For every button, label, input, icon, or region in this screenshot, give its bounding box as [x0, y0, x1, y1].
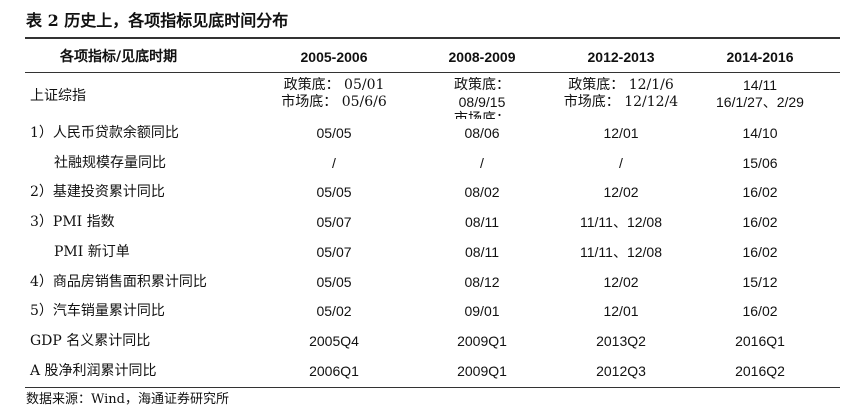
cell: 2016Q2 [735, 362, 785, 379]
cell: 2016Q1 [735, 332, 785, 349]
cell: 2006Q1 [309, 362, 359, 379]
header-cell: 2014-2016 [726, 49, 794, 65]
cell: 12/02 [603, 273, 639, 290]
cell: 05/02 [316, 303, 352, 320]
cell: 2009Q1 [457, 362, 507, 379]
cell: 12/01 [603, 125, 639, 141]
cell-line: 政策底： [454, 77, 510, 93]
rule [25, 72, 840, 73]
cell-line: 市场底： [454, 111, 510, 119]
cell-line: 14/11 [743, 77, 777, 93]
cell: 政策底： 12/1/6 市场底： 12/12/4 [564, 77, 678, 119]
cell-line: 政策底： 05/01 [283, 77, 385, 93]
cell: 11/11、12/08 [580, 243, 662, 260]
source: 数据来源：Wind，海通证券研究所 [26, 392, 229, 407]
row-label: 社融规模存量同比 [54, 154, 166, 171]
cell: 08/11 [465, 243, 499, 260]
cell: / [480, 154, 484, 171]
header-cell: 2008-2009 [448, 49, 516, 65]
cell: 05/07 [316, 243, 352, 260]
cell: 12/01 [603, 303, 639, 320]
cell: 08/12 [464, 273, 500, 290]
cell: 08/11 [465, 214, 499, 231]
row-label: 3）PMI 指数 [30, 214, 115, 231]
cell: 16/02 [742, 303, 778, 320]
cell: 16/02 [742, 214, 778, 231]
cell: 16/02 [742, 243, 778, 260]
cell: 15/06 [742, 154, 778, 171]
cell: 05/05 [316, 273, 352, 290]
cell: 08/06 [464, 125, 500, 141]
cell: 05/05 [316, 184, 352, 201]
cell: 16/02 [742, 184, 778, 201]
header-cell: 2012-2013 [587, 49, 655, 65]
cell-line: 08/9/15 [458, 94, 506, 110]
title: 表 2 历史上，各项指标见底时间分布 [26, 11, 289, 30]
cell: 12/02 [603, 184, 639, 201]
cell-line: 16/1/27、2/29 [716, 94, 804, 110]
rule [25, 387, 840, 388]
row-label: 上证综指 [30, 88, 86, 104]
cell: 05/07 [316, 214, 352, 231]
cell: 14/10 [742, 125, 778, 141]
cell: 14/11 16/1/27、2/29 [716, 77, 804, 119]
row-label: 4）商品房销售面积累计同比 [30, 273, 207, 290]
cell-line: 市场底： 05/6/6 [281, 94, 387, 110]
cell: 2013Q2 [596, 332, 646, 349]
cell: 11/11、12/08 [580, 214, 662, 231]
cell: / [619, 154, 623, 171]
cell-line: 市场底： 12/12/4 [563, 94, 679, 110]
cell: 09/01 [464, 303, 500, 320]
row-label: 5）汽车销量累计同比 [30, 303, 165, 320]
row-label: PMI 新订单 [54, 243, 130, 260]
header-cell: 2005-2006 [300, 49, 368, 65]
rule [25, 37, 840, 39]
row-label: A 股净利润累计同比 [30, 362, 157, 379]
row-label: 2）基建投资累计同比 [30, 184, 165, 201]
cell: 05/05 [316, 125, 352, 141]
row-label: GDP 名义累计同比 [30, 332, 151, 349]
cell: / [332, 154, 336, 171]
cell: 2005Q4 [309, 332, 359, 349]
header-cell: 各项指标/见底时期 [60, 49, 178, 65]
cell: 政策底： 08/9/15 市场底： [454, 77, 510, 119]
cell: 08/02 [464, 184, 500, 201]
cell-line: 政策底： 12/1/6 [568, 77, 674, 93]
cell: 2009Q1 [457, 332, 507, 349]
cell: 15/12 [742, 273, 778, 290]
cell: 2012Q3 [596, 362, 646, 379]
cell: 政策底： 05/01 市场底： 05/6/6 [281, 77, 387, 119]
row-label: 1）人民币贷款余额同比 [30, 125, 179, 141]
